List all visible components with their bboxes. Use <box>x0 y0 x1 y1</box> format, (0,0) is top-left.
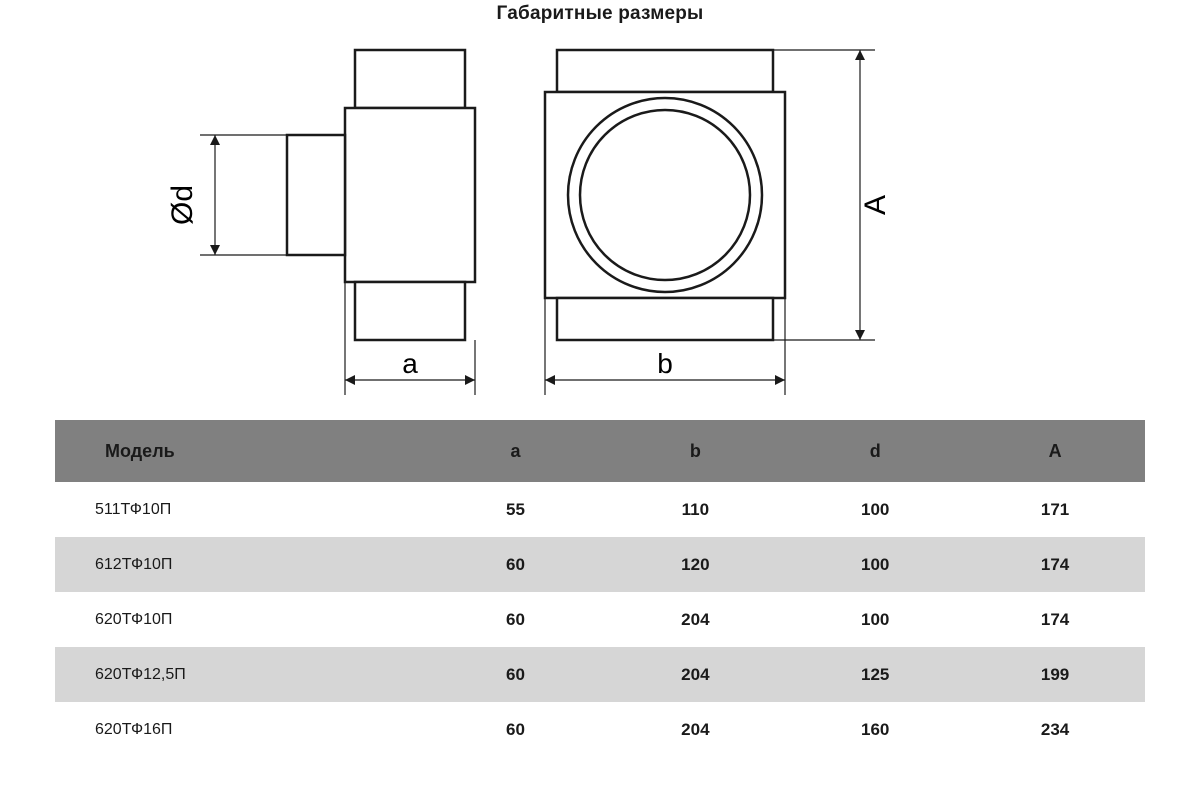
col-header: b <box>605 420 785 482</box>
dim-a-label: a <box>402 348 418 379</box>
table-cell: 160 <box>785 702 965 757</box>
table-cell: 171 <box>965 482 1145 537</box>
col-header: A <box>965 420 1145 482</box>
table-cell: 60 <box>426 702 606 757</box>
dim-A-label: A <box>859 195 892 215</box>
table-row: 511ТФ10П55110100171 <box>55 482 1145 537</box>
table-cell: 60 <box>426 647 606 702</box>
col-header: a <box>426 420 606 482</box>
front-view: b A <box>545 50 892 395</box>
table-cell: 620ТФ10П <box>55 592 426 647</box>
table-cell: 204 <box>605 647 785 702</box>
table-cell: 100 <box>785 537 965 592</box>
page-title: Габаритные размеры <box>55 0 1145 25</box>
table-cell: 204 <box>605 592 785 647</box>
table-cell: 174 <box>965 537 1145 592</box>
dimensions-table: Модель a b d A 511ТФ10П55110100171612ТФ1… <box>55 420 1145 757</box>
table-row: 620ТФ10П60204100174 <box>55 592 1145 647</box>
col-header: Модель <box>55 420 426 482</box>
dimensions-diagram: Ød a <box>55 25 1145 420</box>
table-cell: 60 <box>426 592 606 647</box>
table-row: 620ТФ12,5П60204125199 <box>55 647 1145 702</box>
table-cell: 204 <box>605 702 785 757</box>
table-cell: 60 <box>426 537 606 592</box>
table-cell: 100 <box>785 592 965 647</box>
table-cell: 620ТФ12,5П <box>55 647 426 702</box>
table-cell: 120 <box>605 537 785 592</box>
table-cell: 55 <box>426 482 606 537</box>
dim-d-label: Ød <box>166 185 199 225</box>
table-row: 620ТФ16П60204160234 <box>55 702 1145 757</box>
col-header: d <box>785 420 965 482</box>
side-view: Ød a <box>166 50 475 395</box>
table-cell: 511ТФ10П <box>55 482 426 537</box>
table-cell: 125 <box>785 647 965 702</box>
table-header-row: Модель a b d A <box>55 420 1145 482</box>
table-cell: 199 <box>965 647 1145 702</box>
table-cell: 234 <box>965 702 1145 757</box>
dim-b-label: b <box>657 348 673 379</box>
table-row: 612ТФ10П60120100174 <box>55 537 1145 592</box>
table-cell: 100 <box>785 482 965 537</box>
table-cell: 612ТФ10П <box>55 537 426 592</box>
table-cell: 174 <box>965 592 1145 647</box>
table-cell: 620ТФ16П <box>55 702 426 757</box>
table-cell: 110 <box>605 482 785 537</box>
